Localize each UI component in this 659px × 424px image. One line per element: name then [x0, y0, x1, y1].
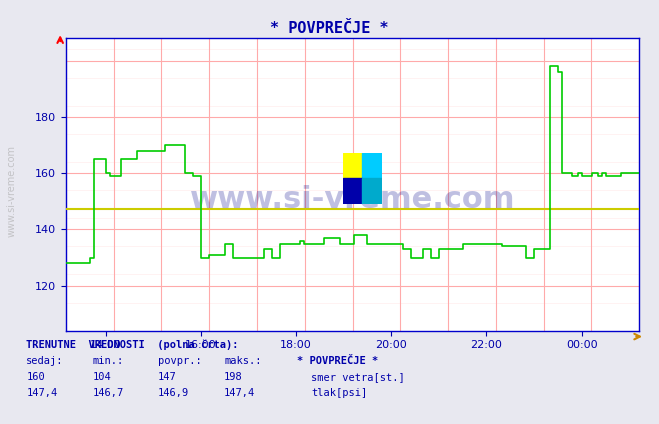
Text: 104: 104	[92, 372, 111, 382]
Text: smer vetra[st.]: smer vetra[st.]	[311, 372, 405, 382]
Text: 146,7: 146,7	[92, 388, 123, 398]
Text: www.si-vreme.com: www.si-vreme.com	[190, 184, 515, 214]
Text: 147: 147	[158, 372, 177, 382]
Text: 198: 198	[224, 372, 243, 382]
Text: 146,9: 146,9	[158, 388, 189, 398]
Text: povpr.:: povpr.:	[158, 356, 202, 366]
Bar	[362, 153, 382, 178]
Text: maks.:: maks.:	[224, 356, 262, 366]
Text: * POVPREČJE *: * POVPREČJE *	[297, 356, 378, 366]
Text: * POVPREČJE *: * POVPREČJE *	[270, 21, 389, 36]
Text: 147,4: 147,4	[224, 388, 255, 398]
Text: sedaj:: sedaj:	[26, 356, 64, 366]
Text: 160: 160	[26, 372, 45, 382]
Text: TRENUTNE  VREDNOSTI  (polna črta):: TRENUTNE VREDNOSTI (polna črta):	[26, 339, 239, 350]
Text: min.:: min.:	[92, 356, 123, 366]
Text: 147,4: 147,4	[26, 388, 57, 398]
Bar	[343, 178, 362, 204]
Text: tlak[psi]: tlak[psi]	[311, 388, 367, 398]
Text: www.si-vreme.com: www.si-vreme.com	[7, 145, 16, 237]
Bar	[343, 153, 362, 178]
Bar	[362, 178, 382, 204]
